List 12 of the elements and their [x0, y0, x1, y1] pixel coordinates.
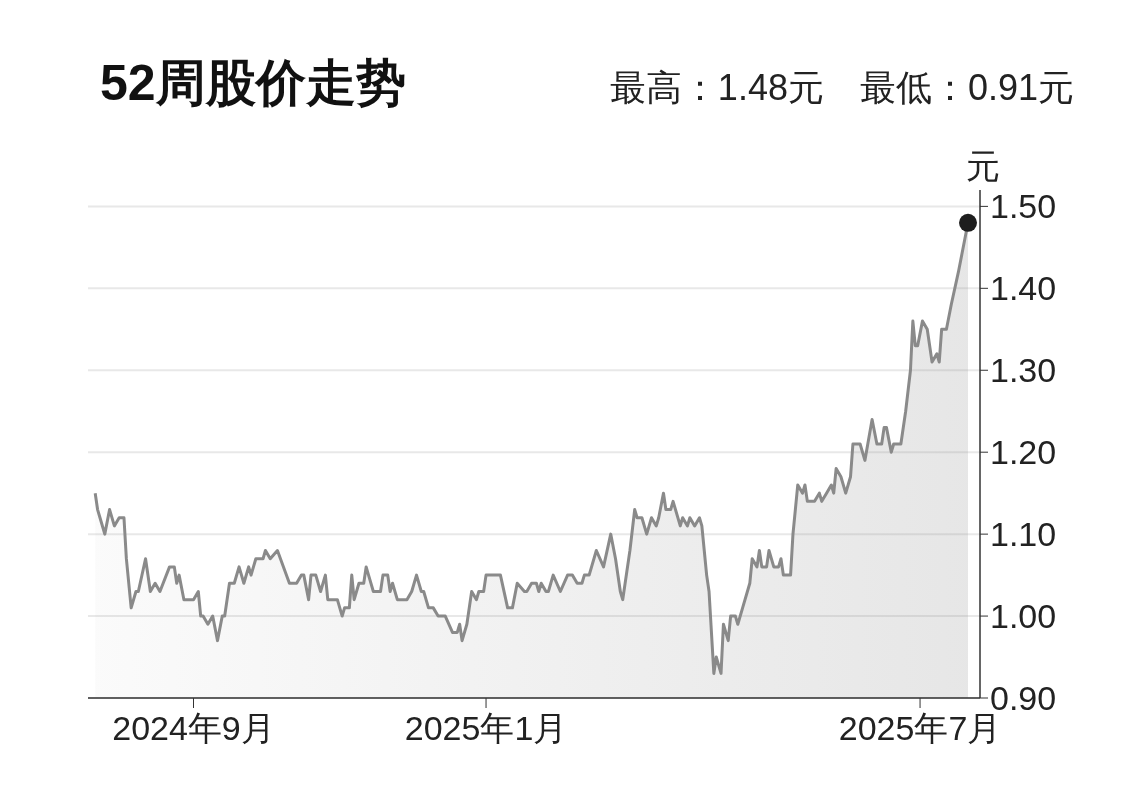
y-tick-label: 1.00: [990, 597, 1057, 636]
chart-title: 52周股价走势: [100, 54, 406, 113]
y-tick-label: 1.40: [990, 269, 1057, 308]
y-tick-label: 1.30: [990, 351, 1057, 390]
y-tick-label: 1.50: [990, 187, 1057, 226]
y-tick-label: 1.20: [990, 433, 1057, 472]
x-tick-label: 2024年9月: [112, 709, 275, 748]
x-tick-label: 2025年7月: [838, 709, 1002, 748]
y-axis-title: 元: [966, 147, 1000, 185]
x-tick-label: 2025年1月: [404, 709, 568, 748]
chart-subtitle: 最高：1.48元 最低：0.91元: [609, 66, 1074, 110]
y-tick-label: 1.10: [990, 515, 1057, 554]
